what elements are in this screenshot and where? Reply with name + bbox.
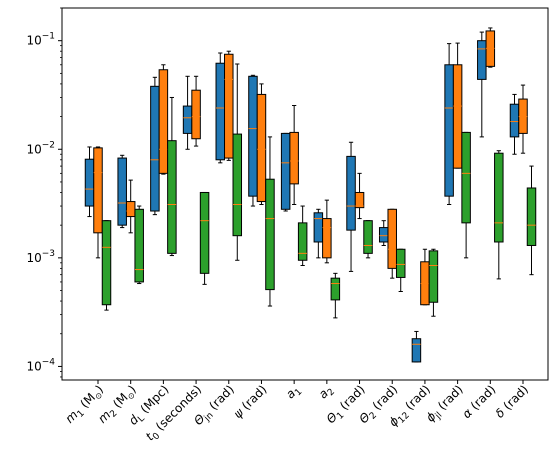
box-body [411, 338, 422, 363]
box-12-series-2 [494, 150, 504, 280]
box-body [199, 191, 210, 274]
y-tick-label: 10−4 [26, 357, 55, 373]
box-body [363, 220, 373, 254]
box-body [248, 75, 258, 197]
box-5-series-2 [265, 136, 275, 307]
box-body [150, 85, 160, 212]
box-body [167, 140, 177, 254]
box-9-series-2 [395, 248, 406, 292]
box-6-series-1 [289, 104, 299, 205]
box-body [354, 191, 365, 209]
box-body [395, 248, 406, 278]
box-9-series-1 [387, 208, 397, 279]
box-3-series-1 [191, 75, 201, 147]
box-5-series-0 [248, 74, 258, 207]
y-tick-label: 10−2 [26, 140, 55, 156]
box-body [346, 155, 356, 231]
box-body [452, 64, 463, 169]
box-11-series-1 [452, 42, 463, 169]
box-body [297, 222, 308, 261]
box-3-series-2 [199, 191, 210, 285]
box-body [256, 93, 267, 203]
box-body [444, 64, 454, 197]
box-7-series-1 [322, 199, 332, 264]
box-body [265, 178, 275, 291]
box-body [191, 89, 201, 140]
box-10-series-0 [411, 330, 422, 363]
box-body [289, 131, 299, 185]
axes-layer [61, 7, 549, 381]
box-7-series-2 [330, 272, 341, 319]
box-body [93, 147, 103, 234]
plot-frame [61, 7, 549, 381]
box-body [117, 157, 127, 226]
box-11-series-2 [461, 131, 471, 259]
box-body [378, 227, 389, 243]
box-body [182, 105, 193, 134]
box-body [330, 277, 341, 301]
box-body [494, 152, 504, 243]
box-10-series-2 [428, 248, 439, 317]
box-6-series-0 [280, 132, 291, 212]
box-8-series-2 [363, 220, 373, 259]
box-body [224, 53, 234, 159]
box-2-series-1 [158, 64, 169, 175]
box-body [125, 201, 136, 218]
box-body [158, 69, 169, 174]
box-0-series-2 [101, 220, 112, 311]
box-body [232, 133, 243, 237]
y-tick-label: 10−1 [26, 32, 55, 48]
box-body [101, 220, 112, 306]
box-6-series-2 [297, 205, 308, 267]
box-1-series-0 [117, 154, 127, 229]
box-body [461, 131, 471, 224]
box-body [84, 158, 95, 207]
box-13-series-1 [518, 84, 528, 154]
box-body [313, 212, 324, 243]
box-body [526, 187, 537, 246]
box-5-series-1 [256, 83, 267, 205]
box-11-series-0 [444, 43, 454, 205]
box-body [387, 208, 397, 269]
box-4-series-2 [232, 63, 243, 261]
y-tick-label: 10−3 [26, 249, 55, 265]
box-4-series-0 [215, 52, 226, 164]
box-0-series-1 [93, 146, 103, 259]
box-body [477, 40, 487, 80]
box-body [280, 132, 291, 210]
boxes-layer [84, 27, 537, 363]
box-8-series-1 [354, 172, 365, 220]
box-8-series-0 [346, 141, 356, 272]
box-4-series-1 [224, 50, 234, 161]
box-1-series-2 [134, 205, 144, 285]
box-body [134, 208, 144, 283]
box-13-series-2 [526, 165, 537, 276]
box-body [322, 218, 332, 259]
box-body [215, 62, 226, 161]
box-12-series-1 [485, 27, 496, 68]
box-2-series-0 [150, 76, 160, 216]
box-body [509, 103, 520, 138]
box-2-series-2 [167, 96, 177, 257]
box-body [428, 250, 439, 303]
